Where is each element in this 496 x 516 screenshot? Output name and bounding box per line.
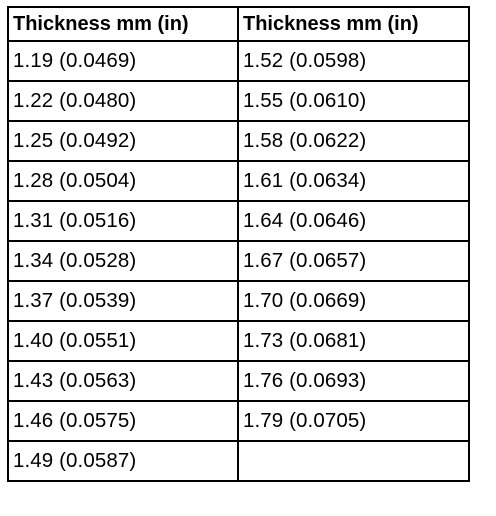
table-row: 1.43 (0.0563) 1.76 (0.0693): [7, 360, 470, 402]
table-cell: 1.70 (0.0669): [237, 280, 470, 322]
table-row: 1.40 (0.0551) 1.73 (0.0681): [7, 320, 470, 362]
table-cell: 1.76 (0.0693): [237, 360, 470, 402]
table-header: Thickness mm (in) Thickness mm (in): [7, 6, 470, 42]
table-cell: 1.79 (0.0705): [237, 400, 470, 442]
table-row: 1.37 (0.0539) 1.70 (0.0669): [7, 280, 470, 322]
table-cell: 1.58 (0.0622): [237, 120, 470, 162]
table-cell: 1.46 (0.0575): [7, 400, 239, 442]
table-row: 1.46 (0.0575) 1.79 (0.0705): [7, 400, 470, 442]
table-row: 1.25 (0.0492) 1.58 (0.0622): [7, 120, 470, 162]
table-cell: 1.31 (0.0516): [7, 200, 239, 242]
header-row: Thickness mm (in) Thickness mm (in): [7, 6, 470, 42]
thickness-table: Thickness mm (in) Thickness mm (in) 1.19…: [7, 6, 470, 482]
table-cell: 1.25 (0.0492): [7, 120, 239, 162]
table-cell: 1.52 (0.0598): [237, 40, 470, 82]
column-header-thickness-2: Thickness mm (in): [237, 6, 470, 42]
table-cell-empty: [237, 440, 470, 482]
table-cell: 1.22 (0.0480): [7, 80, 239, 122]
table-cell: 1.67 (0.0657): [237, 240, 470, 282]
table-cell: 1.40 (0.0551): [7, 320, 239, 362]
table-cell: 1.55 (0.0610): [237, 80, 470, 122]
table-cell: 1.19 (0.0469): [7, 40, 239, 82]
table-row: 1.19 (0.0469) 1.52 (0.0598): [7, 40, 470, 82]
table-cell: 1.37 (0.0539): [7, 280, 239, 322]
table-cell: 1.34 (0.0528): [7, 240, 239, 282]
table-cell: 1.49 (0.0587): [7, 440, 239, 482]
table-row: 1.31 (0.0516) 1.64 (0.0646): [7, 200, 470, 242]
table-row: 1.28 (0.0504) 1.61 (0.0634): [7, 160, 470, 202]
table-row: 1.49 (0.0587): [7, 440, 470, 482]
table-body: 1.19 (0.0469) 1.52 (0.0598) 1.22 (0.0480…: [7, 40, 470, 482]
table-cell: 1.61 (0.0634): [237, 160, 470, 202]
table-cell: 1.73 (0.0681): [237, 320, 470, 362]
column-header-thickness-1: Thickness mm (in): [7, 6, 239, 42]
table-cell: 1.28 (0.0504): [7, 160, 239, 202]
table-row: 1.22 (0.0480) 1.55 (0.0610): [7, 80, 470, 122]
table-cell: 1.64 (0.0646): [237, 200, 470, 242]
table-row: 1.34 (0.0528) 1.67 (0.0657): [7, 240, 470, 282]
table-cell: 1.43 (0.0563): [7, 360, 239, 402]
